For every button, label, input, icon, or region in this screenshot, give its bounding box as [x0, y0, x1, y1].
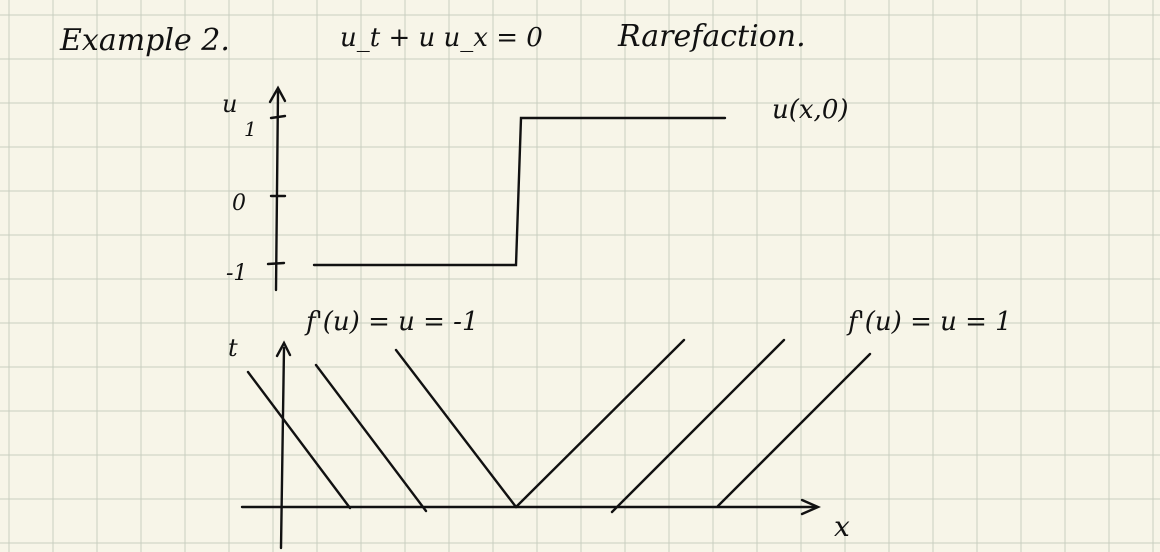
characteristic-left-1 [246, 370, 352, 510]
rarefaction-title: Rarefaction. [617, 19, 806, 54]
u-tick-neg1 [266, 261, 286, 266]
characteristic-right-2 [610, 338, 786, 514]
t-axis [279, 346, 286, 550]
u-axis-label: u [222, 90, 237, 118]
t-axis-arrowhead [275, 340, 292, 358]
right-characteristic-speed-label: f'(u) = u = 1 [846, 307, 1012, 337]
characteristic-left-2 [314, 363, 428, 513]
u-axis-arrowhead [268, 85, 287, 104]
left-characteristic-speed-label: f'(u) = u = -1 [304, 307, 479, 337]
tick-label-1: 1 [244, 117, 257, 141]
initial-condition-plot [266, 85, 727, 292]
characteristic-right-1 [514, 338, 686, 509]
characteristic-left-3 [394, 348, 518, 509]
initial-curve-label: u(x,0) [772, 95, 849, 125]
example-title: Example 2. [59, 23, 230, 58]
x-axis-label: x [834, 510, 850, 543]
u-axis [274, 90, 280, 292]
t-axis-label: t [228, 334, 238, 362]
u-tick-1 [269, 114, 287, 120]
tick-label-neg1: -1 [226, 261, 247, 286]
characteristic-right-3 [716, 352, 872, 508]
x-axis-arrowhead [800, 498, 821, 516]
characteristics-plot [240, 338, 872, 550]
pde-equation: u_t + u u_x = 0 [340, 23, 543, 53]
tick-label-0: 0 [232, 191, 246, 216]
initial-step-curve [312, 116, 727, 267]
